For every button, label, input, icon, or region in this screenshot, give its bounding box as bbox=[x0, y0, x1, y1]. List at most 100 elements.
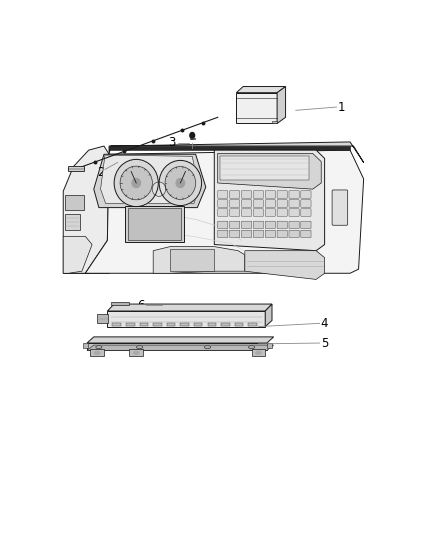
Ellipse shape bbox=[114, 159, 158, 207]
FancyBboxPatch shape bbox=[218, 230, 228, 238]
Polygon shape bbox=[220, 156, 309, 180]
Polygon shape bbox=[277, 86, 286, 124]
Polygon shape bbox=[237, 86, 286, 93]
Text: 6: 6 bbox=[138, 299, 145, 312]
Polygon shape bbox=[153, 324, 162, 326]
Polygon shape bbox=[90, 349, 104, 356]
Polygon shape bbox=[128, 208, 181, 240]
Polygon shape bbox=[65, 195, 84, 209]
Polygon shape bbox=[94, 154, 206, 207]
Polygon shape bbox=[107, 311, 265, 327]
Polygon shape bbox=[180, 324, 189, 326]
Ellipse shape bbox=[165, 166, 196, 199]
Polygon shape bbox=[111, 302, 129, 305]
Ellipse shape bbox=[120, 166, 152, 200]
Text: 1: 1 bbox=[338, 101, 345, 114]
Polygon shape bbox=[87, 345, 274, 350]
Polygon shape bbox=[267, 343, 272, 348]
FancyBboxPatch shape bbox=[301, 230, 311, 238]
FancyBboxPatch shape bbox=[253, 221, 264, 229]
Ellipse shape bbox=[205, 345, 211, 349]
FancyBboxPatch shape bbox=[277, 191, 287, 198]
FancyBboxPatch shape bbox=[289, 209, 299, 216]
FancyBboxPatch shape bbox=[253, 200, 264, 207]
Text: 2: 2 bbox=[97, 166, 104, 179]
Polygon shape bbox=[87, 343, 267, 350]
Polygon shape bbox=[170, 248, 214, 271]
FancyBboxPatch shape bbox=[241, 221, 251, 229]
Polygon shape bbox=[218, 154, 321, 189]
Ellipse shape bbox=[256, 351, 261, 354]
Polygon shape bbox=[113, 324, 121, 326]
Polygon shape bbox=[63, 236, 92, 273]
Polygon shape bbox=[126, 324, 134, 326]
FancyBboxPatch shape bbox=[241, 209, 251, 216]
Polygon shape bbox=[221, 324, 230, 326]
FancyBboxPatch shape bbox=[301, 221, 311, 229]
Ellipse shape bbox=[134, 351, 139, 354]
FancyBboxPatch shape bbox=[230, 221, 240, 229]
Polygon shape bbox=[208, 324, 216, 326]
FancyBboxPatch shape bbox=[265, 230, 276, 238]
Text: 5: 5 bbox=[321, 336, 328, 350]
Polygon shape bbox=[167, 324, 175, 326]
Polygon shape bbox=[272, 120, 277, 124]
FancyBboxPatch shape bbox=[301, 191, 311, 198]
Polygon shape bbox=[85, 150, 364, 273]
Polygon shape bbox=[245, 251, 325, 279]
FancyBboxPatch shape bbox=[230, 200, 240, 207]
FancyBboxPatch shape bbox=[241, 230, 251, 238]
Polygon shape bbox=[87, 337, 274, 343]
FancyBboxPatch shape bbox=[301, 209, 311, 216]
FancyBboxPatch shape bbox=[265, 209, 276, 216]
Ellipse shape bbox=[96, 345, 102, 349]
Circle shape bbox=[190, 133, 194, 138]
Polygon shape bbox=[153, 247, 245, 273]
FancyBboxPatch shape bbox=[265, 200, 276, 207]
Polygon shape bbox=[194, 324, 202, 326]
FancyBboxPatch shape bbox=[253, 191, 264, 198]
FancyBboxPatch shape bbox=[218, 191, 228, 198]
Text: 3: 3 bbox=[168, 136, 176, 149]
Polygon shape bbox=[125, 206, 184, 243]
Ellipse shape bbox=[95, 351, 100, 354]
Polygon shape bbox=[107, 304, 272, 311]
FancyBboxPatch shape bbox=[289, 230, 299, 238]
FancyBboxPatch shape bbox=[241, 200, 251, 207]
FancyBboxPatch shape bbox=[230, 230, 240, 238]
FancyBboxPatch shape bbox=[230, 209, 240, 216]
FancyBboxPatch shape bbox=[301, 200, 311, 207]
Polygon shape bbox=[140, 324, 148, 326]
FancyBboxPatch shape bbox=[277, 230, 287, 238]
Polygon shape bbox=[248, 324, 257, 326]
FancyBboxPatch shape bbox=[265, 191, 276, 198]
Polygon shape bbox=[237, 93, 277, 124]
FancyBboxPatch shape bbox=[265, 221, 276, 229]
FancyBboxPatch shape bbox=[289, 200, 299, 207]
FancyBboxPatch shape bbox=[218, 200, 228, 207]
FancyBboxPatch shape bbox=[230, 191, 240, 198]
Polygon shape bbox=[190, 138, 195, 139]
Polygon shape bbox=[109, 142, 364, 163]
FancyBboxPatch shape bbox=[218, 221, 228, 229]
Polygon shape bbox=[97, 314, 108, 324]
Ellipse shape bbox=[176, 179, 184, 188]
FancyBboxPatch shape bbox=[289, 191, 299, 198]
Polygon shape bbox=[235, 324, 243, 326]
FancyBboxPatch shape bbox=[277, 200, 287, 207]
FancyBboxPatch shape bbox=[253, 230, 264, 238]
Ellipse shape bbox=[249, 345, 254, 349]
FancyBboxPatch shape bbox=[218, 209, 228, 216]
Polygon shape bbox=[65, 214, 80, 230]
Polygon shape bbox=[83, 343, 88, 348]
Ellipse shape bbox=[159, 160, 201, 206]
Ellipse shape bbox=[152, 182, 166, 196]
Polygon shape bbox=[101, 155, 199, 204]
Polygon shape bbox=[214, 150, 325, 251]
FancyBboxPatch shape bbox=[289, 221, 299, 229]
FancyBboxPatch shape bbox=[241, 191, 251, 198]
Polygon shape bbox=[251, 349, 265, 356]
FancyBboxPatch shape bbox=[332, 190, 348, 225]
Polygon shape bbox=[109, 146, 350, 150]
Polygon shape bbox=[130, 349, 143, 356]
